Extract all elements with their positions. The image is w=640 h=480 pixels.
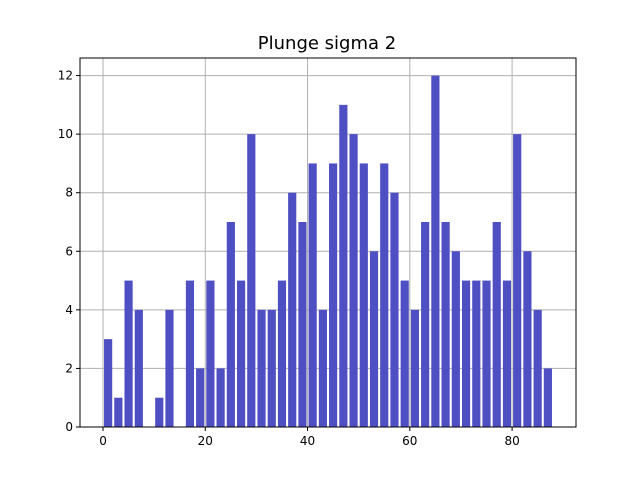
bar bbox=[124, 280, 133, 427]
bar bbox=[523, 251, 532, 427]
bar bbox=[502, 280, 512, 427]
bar bbox=[226, 222, 235, 427]
bar bbox=[308, 163, 317, 427]
x-tick-label: 20 bbox=[198, 434, 213, 448]
bar bbox=[257, 309, 266, 427]
y-tick-label: 2 bbox=[65, 361, 73, 375]
bar bbox=[236, 280, 246, 427]
bar bbox=[390, 192, 399, 427]
bar bbox=[482, 280, 491, 427]
bar bbox=[329, 163, 338, 427]
bar bbox=[359, 163, 368, 427]
bar bbox=[114, 397, 123, 427]
bar bbox=[298, 222, 307, 427]
bar bbox=[369, 251, 379, 427]
bar bbox=[288, 192, 297, 427]
bar bbox=[185, 280, 195, 427]
bars bbox=[104, 75, 552, 428]
bar bbox=[155, 397, 164, 427]
x-tick-label: 60 bbox=[402, 434, 417, 448]
bar bbox=[543, 368, 552, 427]
bar bbox=[196, 368, 205, 427]
chart-title: Plunge sigma 2 bbox=[258, 33, 396, 54]
bar bbox=[533, 309, 542, 427]
y-tick-label: 10 bbox=[58, 127, 73, 141]
bar bbox=[441, 222, 450, 427]
bar bbox=[380, 163, 389, 427]
bar bbox=[431, 75, 440, 428]
bar bbox=[472, 280, 481, 427]
bar bbox=[165, 309, 174, 427]
bar bbox=[104, 339, 113, 427]
bar bbox=[206, 280, 215, 427]
bar bbox=[349, 134, 358, 427]
bar bbox=[400, 280, 409, 427]
x-tick-label: 40 bbox=[300, 434, 315, 448]
x-tick-label: 0 bbox=[99, 434, 107, 448]
bar bbox=[267, 309, 276, 427]
bar bbox=[451, 251, 460, 427]
y-tick-label: 4 bbox=[65, 303, 73, 317]
bar bbox=[410, 309, 420, 427]
plot-frame bbox=[79, 57, 577, 428]
bar bbox=[134, 309, 143, 427]
x-tick-label: 80 bbox=[504, 434, 519, 448]
bar bbox=[492, 222, 501, 427]
y-tick-label: 8 bbox=[65, 186, 73, 200]
bar bbox=[216, 368, 225, 427]
y-tick-label: 0 bbox=[65, 420, 73, 434]
bar bbox=[421, 222, 430, 427]
bar bbox=[318, 309, 327, 427]
y-tick-label: 6 bbox=[65, 244, 73, 258]
bar bbox=[339, 104, 348, 427]
grid-lines bbox=[80, 58, 576, 428]
bar bbox=[461, 280, 471, 427]
bar bbox=[247, 134, 256, 427]
axis-ticks: 0 20 40 60 80 0 2 4 6 8 10 12 bbox=[58, 69, 520, 448]
bar bbox=[513, 134, 522, 427]
y-tick-label: 12 bbox=[58, 69, 73, 83]
bar bbox=[277, 280, 287, 427]
